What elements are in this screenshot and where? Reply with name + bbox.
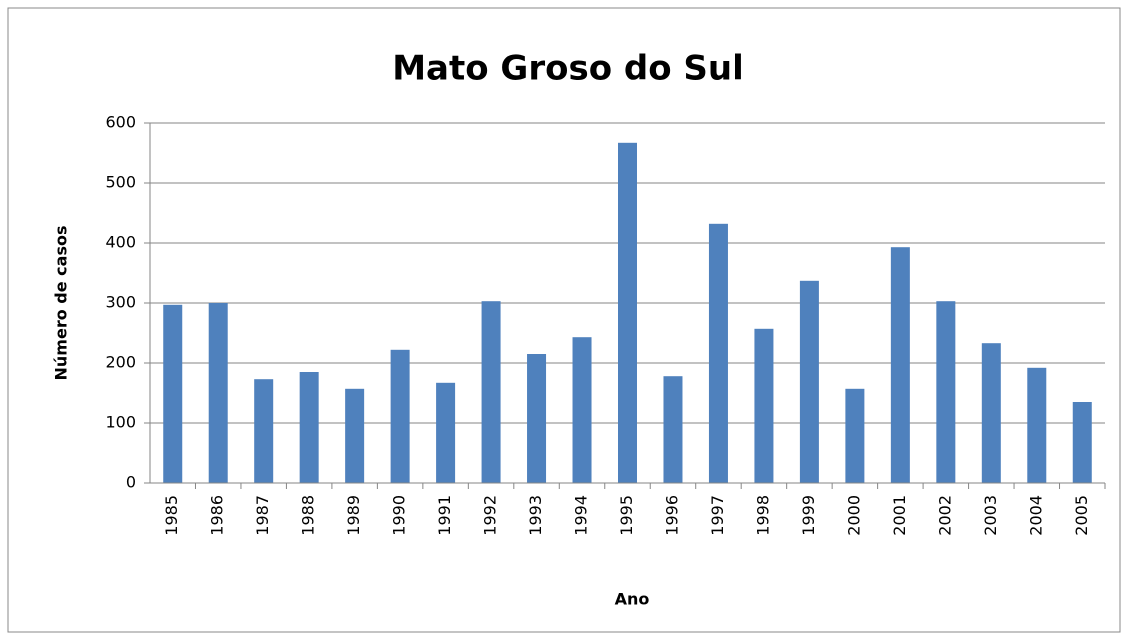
y-tick-label: 600	[105, 113, 136, 132]
x-tick-label: 2004	[1026, 495, 1045, 536]
bar	[572, 337, 592, 483]
x-axis-label: Ano	[615, 590, 650, 609]
x-tick-label: 1989	[344, 495, 363, 536]
bar	[890, 247, 910, 483]
bar	[663, 376, 683, 483]
x-tick-label: 1986	[208, 495, 227, 536]
chart-title: Mato Groso do Sul	[392, 49, 744, 89]
x-tick-label: 1997	[708, 495, 727, 536]
x-tick-label: 2002	[935, 495, 954, 536]
x-tick-label: 1993	[526, 495, 545, 536]
x-tick-label: 1999	[799, 495, 818, 536]
bar	[390, 349, 410, 483]
bar	[618, 142, 637, 484]
y-tick-label: 100	[105, 413, 136, 432]
bar	[1072, 402, 1092, 483]
x-tick-label: 2000	[844, 495, 863, 536]
bar	[163, 304, 183, 483]
y-tick-label: 500	[105, 173, 136, 192]
x-tick-label: 1991	[435, 495, 454, 536]
x-tick-label: 1992	[481, 495, 500, 536]
x-tick-label: 2005	[1072, 495, 1091, 536]
x-tick-label: 2001	[890, 495, 909, 536]
x-tick-label: 1985	[162, 495, 181, 536]
y-tick-label: 400	[105, 233, 136, 252]
x-tick-label: 1996	[662, 495, 681, 536]
bar	[1027, 367, 1047, 483]
x-tick-label: 1990	[390, 495, 409, 536]
x-tick-label: 1995	[617, 495, 636, 536]
y-axis-label: Número de casos	[52, 226, 71, 381]
bar	[299, 372, 319, 483]
bar	[481, 301, 501, 483]
x-tick-label: 1998	[753, 495, 772, 536]
bar	[708, 223, 728, 484]
y-tick-label: 0	[126, 473, 136, 492]
bar	[845, 388, 865, 483]
bar	[527, 354, 547, 483]
bar	[981, 343, 1001, 483]
y-tick-label: 300	[105, 293, 136, 312]
x-tick-label: 1987	[253, 495, 272, 536]
bar	[754, 328, 774, 483]
x-tick-label: 2003	[981, 495, 1000, 536]
chart-frame	[7, 7, 1121, 633]
bar	[254, 379, 274, 483]
x-tick-label: 1988	[299, 495, 318, 536]
bar	[208, 303, 228, 483]
x-tick-label: 1994	[572, 495, 591, 536]
bar	[345, 388, 365, 483]
bar	[436, 382, 456, 483]
y-tick-label: 200	[105, 353, 136, 372]
bar	[936, 301, 956, 483]
bar	[799, 280, 819, 483]
